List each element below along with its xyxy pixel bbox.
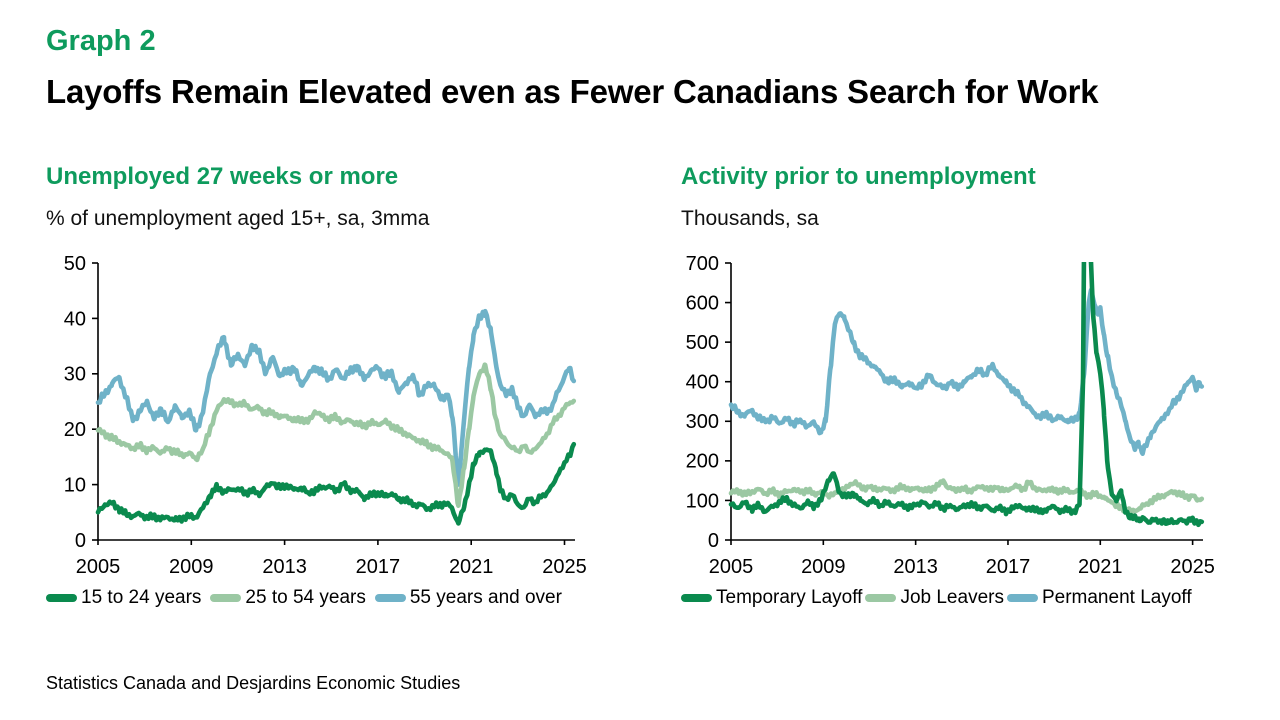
series-line-25-to-54-years — [95, 362, 577, 509]
legend-marker-icon — [374, 594, 406, 602]
svg-text:2025: 2025 — [542, 556, 587, 578]
series-line-15-to-24-years — [95, 441, 577, 526]
svg-text:300: 300 — [686, 411, 719, 433]
svg-text:10: 10 — [64, 474, 86, 496]
svg-text:400: 400 — [686, 372, 719, 394]
right-chart-subtitle: Thousands, sa — [681, 207, 819, 230]
svg-text:2013: 2013 — [262, 556, 307, 578]
svg-text:2017: 2017 — [356, 556, 401, 578]
legend-item: Permanent Layoff — [1006, 587, 1192, 609]
left-chart-legend: 15 to 24 years 25 to 54 years 55 years and… — [46, 587, 562, 609]
series-line-55-years-and-over — [95, 308, 577, 487]
legend-label: 25 to 54 years — [245, 587, 366, 608]
legend-label: 15 to 24 years — [81, 587, 202, 608]
legend-item: Job Leavers — [865, 587, 1004, 609]
svg-text:600: 600 — [686, 292, 719, 314]
svg-text:2025: 2025 — [1170, 556, 1215, 578]
legend-label: Temporary Layoff — [716, 587, 863, 608]
legend-marker-icon — [210, 594, 242, 602]
svg-text:0: 0 — [708, 530, 719, 552]
svg-text:2021: 2021 — [449, 556, 494, 578]
svg-text:30: 30 — [64, 364, 86, 386]
legend-item: 15 to 24 years — [46, 587, 201, 609]
left-chart-subtitle: % of unemployment aged 15+, sa, 3mma — [46, 207, 430, 230]
right-chart-title: Activity prior to unemployment — [681, 163, 1036, 190]
graph-number-label: Graph 2 — [46, 25, 156, 57]
legend-marker-icon — [1006, 594, 1038, 602]
svg-text:2021: 2021 — [1078, 556, 1123, 578]
legend-marker-icon — [865, 594, 897, 602]
legend-marker-icon — [681, 594, 712, 602]
legend-label: Permanent Layoff — [1041, 587, 1192, 608]
left-chart-title: Unemployed 27 weeks or more — [46, 163, 399, 190]
svg-text:200: 200 — [686, 451, 719, 473]
svg-text:2009: 2009 — [169, 556, 214, 578]
legend-label: Job Leavers — [900, 587, 1004, 608]
line-chart-activity-prior: 0 100 200 300 400 500 600 700 2005 2009 2013 2017 20… — [686, 253, 1215, 578]
line-chart-long-term-unemployed: 0 10 20 30 40 50 2005 2009 2013 2017 2021 2025 — [64, 253, 587, 578]
svg-text:0: 0 — [75, 530, 86, 552]
page-title: Layoffs Remain Elevated even as Fewer Ca… — [46, 73, 1099, 110]
legend-item: Temporary Layoff — [681, 587, 862, 609]
svg-text:2017: 2017 — [986, 556, 1031, 578]
svg-text:2005: 2005 — [76, 556, 121, 578]
legend-marker-icon — [46, 594, 77, 602]
legend-item: 25 to 54 years — [210, 587, 366, 609]
svg-text:20: 20 — [64, 419, 86, 441]
svg-text:40: 40 — [64, 308, 86, 330]
svg-text:50: 50 — [64, 253, 86, 275]
source-note: Statistics Canada and Desjardins Economi… — [46, 673, 461, 693]
svg-text:2005: 2005 — [709, 556, 754, 578]
series-line-permanent-layoff — [728, 287, 1205, 456]
svg-text:2009: 2009 — [801, 556, 846, 578]
svg-text:700: 700 — [686, 253, 719, 275]
svg-text:500: 500 — [686, 332, 719, 354]
svg-text:2013: 2013 — [893, 556, 938, 578]
svg-text:100: 100 — [686, 490, 719, 512]
legend-item: 55 years and over — [374, 587, 562, 609]
right-chart-legend: Temporary Layoff Job Leavers Permanent Lay… — [681, 587, 1192, 609]
legend-label: 55 years and over — [409, 587, 562, 608]
series-line-temporary-layoff — [728, 262, 1205, 528]
